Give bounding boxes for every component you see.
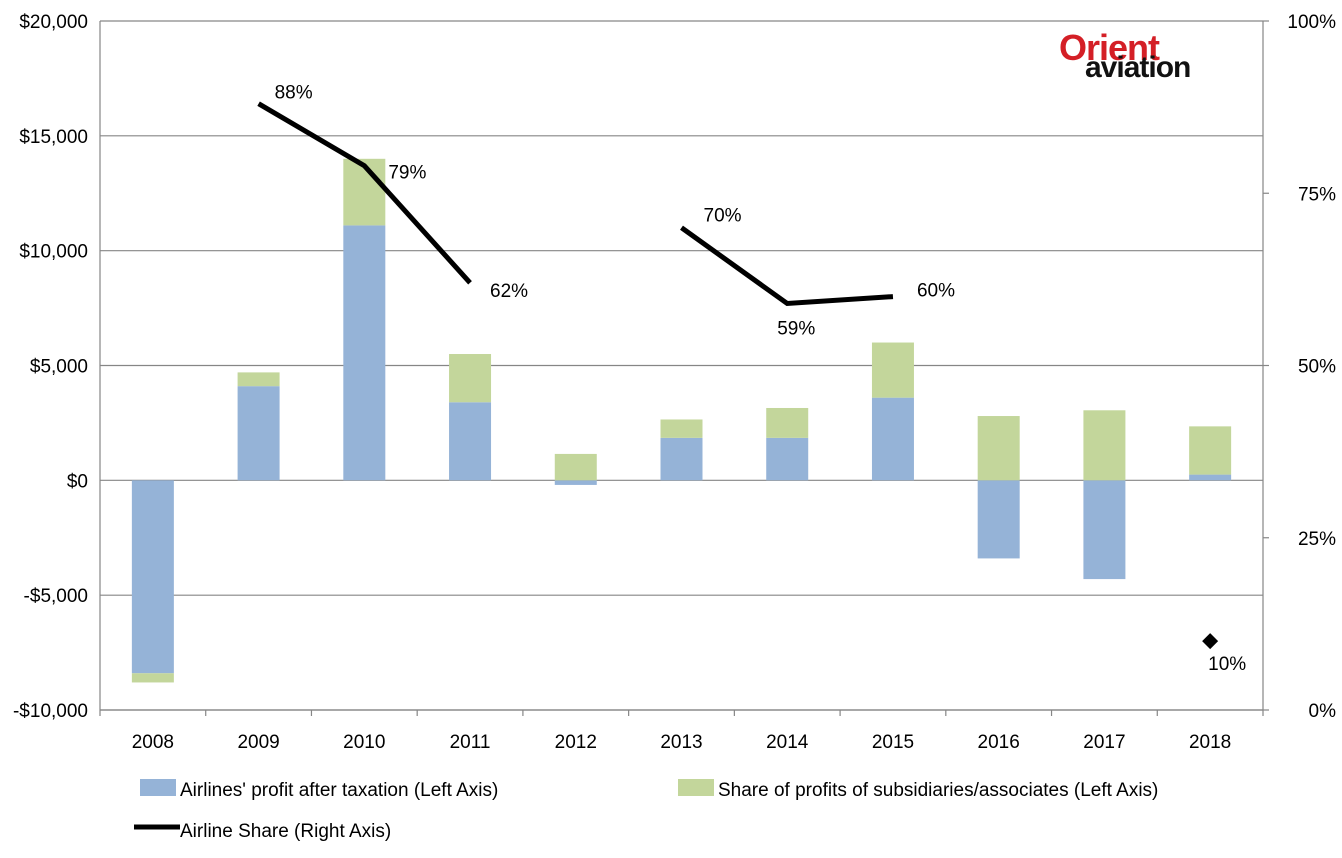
bar-subsidiaries-share <box>871 342 914 398</box>
bar-airlines-profit <box>554 480 597 485</box>
legend-label-airline-share: Airline Share (Right Axis) <box>180 821 391 842</box>
left-axis-tick-label: -$10,000 <box>13 701 88 722</box>
bar-subsidiaries-share <box>131 673 174 683</box>
data-labels: 88% 79% 62% 70% 59% 60% 10% <box>275 83 1247 675</box>
gridlines <box>100 20 1263 711</box>
airline-share-data-label: 70% <box>704 206 742 227</box>
x-axis-tick-label: 2012 <box>555 732 597 753</box>
x-axis-tick-label: 2016 <box>978 732 1020 753</box>
x-axis-tick-label: 2018 <box>1189 732 1231 753</box>
logo-text-bottom: aviation <box>1085 51 1190 84</box>
x-axis-tick-label: 2014 <box>766 732 809 753</box>
right-axis-tick-label: 0% <box>1309 701 1337 722</box>
airline-share-data-label: 62% <box>490 281 528 302</box>
bar-airlines-profit <box>766 437 809 481</box>
legend-label-subsidiaries-share: Share of profits of subsidiaries/associa… <box>718 780 1158 801</box>
bar-subsidiaries-share <box>449 354 492 403</box>
airline-share-line <box>257 101 472 285</box>
left-axis-tick-label: $5,000 <box>30 357 88 378</box>
bar-airlines-profit <box>1083 480 1126 580</box>
legend-swatch-airlines-profit <box>140 779 176 796</box>
bar-subsidiaries-share <box>660 419 703 438</box>
left-axis-tick-label: $10,000 <box>19 242 88 263</box>
bar-subsidiaries-share <box>1189 426 1232 475</box>
right-axis-tick-label: 50% <box>1298 357 1336 378</box>
bar-subsidiaries-share <box>1083 410 1126 481</box>
airline-share-data-label: 88% <box>275 83 313 104</box>
x-axis-tick-label: 2010 <box>343 732 385 753</box>
axes: -$10,000 -$5,000 $0 $5,000 $10,000 $15,000 $20… <box>13 12 1336 753</box>
x-axis-tick-label: 2008 <box>132 732 174 753</box>
x-axis-tick-label: 2017 <box>1083 732 1125 753</box>
bar-airlines-profit <box>449 402 492 481</box>
left-axis-tick-label: $0 <box>67 471 88 492</box>
bar-subsidiaries-share <box>237 372 280 387</box>
bar-airlines-profit <box>977 480 1020 559</box>
legend: Airlines' profit after taxation (Left Ax… <box>134 779 1158 842</box>
orient-aviation-logo: Orient aviation <box>1059 27 1191 84</box>
legend-label-airlines-profit: Airlines' profit after taxation (Left Ax… <box>180 780 498 801</box>
bar-airlines-profit <box>660 437 703 481</box>
bars <box>131 158 1232 683</box>
bar-subsidiaries-share <box>554 453 597 481</box>
line-series <box>257 101 1219 650</box>
logo-text-top: Orient <box>1059 27 1160 68</box>
airline-share-marker <box>1202 633 1219 650</box>
airline-share-data-label: 60% <box>917 281 955 302</box>
bar-subsidiaries-share <box>977 416 1020 481</box>
bar-airlines-profit <box>131 480 174 674</box>
left-axis-tick-label: $20,000 <box>19 12 88 33</box>
x-axis-tick-label: 2009 <box>237 732 279 753</box>
legend-swatch-subsidiaries-share <box>678 779 714 796</box>
bar-airlines-profit <box>237 386 280 481</box>
bar-subsidiaries-share <box>343 158 386 226</box>
right-axis-tick-label: 100% <box>1287 12 1336 33</box>
bar-subsidiaries-share <box>766 407 809 438</box>
left-axis-tick-label: -$5,000 <box>24 586 88 607</box>
airline-share-data-label: 59% <box>777 318 815 339</box>
bar-airlines-profit <box>871 397 914 481</box>
right-axis-tick-label: 25% <box>1298 529 1336 550</box>
airline-share-data-label: 10% <box>1208 654 1246 675</box>
airline-share-line <box>680 225 894 307</box>
bar-airlines-profit <box>1189 474 1232 481</box>
bar-airlines-profit <box>343 225 386 481</box>
airline-share-data-label: 79% <box>388 163 426 184</box>
left-axis-tick-label: $15,000 <box>19 127 88 148</box>
right-axis-tick-label: 75% <box>1298 184 1336 205</box>
x-axis-tick-label: 2013 <box>660 732 702 753</box>
x-axis-tick-label: 2011 <box>450 732 491 753</box>
x-axis-tick-label: 2015 <box>872 732 914 753</box>
